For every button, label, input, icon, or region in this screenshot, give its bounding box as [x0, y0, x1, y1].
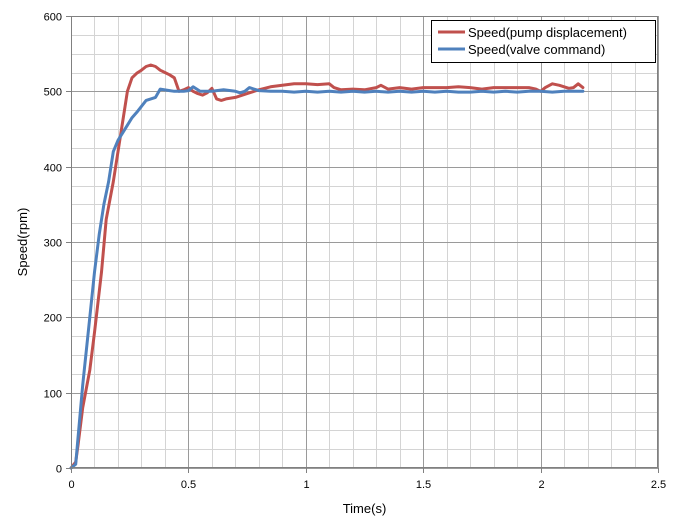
x-tick-label: 0.5	[181, 479, 196, 491]
y-tick-label: 300	[44, 238, 62, 250]
y-tick-label: 500	[44, 87, 62, 99]
x-axis-title: Time(s)	[343, 501, 387, 516]
x-tick-label: 2	[538, 479, 544, 491]
x-tick-label: 0	[68, 479, 74, 491]
plot-area	[69, 16, 659, 470]
x-axis-ticks: 0 0.5 1 1.5 2 2.5	[68, 468, 666, 491]
y-tick-label: 200	[44, 313, 62, 325]
series-line-1	[69, 85, 585, 470]
plot-border	[71, 16, 658, 468]
legend: Speed(pump displacement) Speed(valve com…	[431, 20, 656, 63]
y-tick-label: 600	[44, 12, 62, 24]
legend-label-pump-displacement: Speed(pump displacement)	[468, 25, 627, 40]
y-tick-label: 100	[44, 389, 62, 401]
y-axis-title: Speed(rpm)	[15, 208, 30, 277]
y-tick-label: 0	[56, 464, 62, 476]
y-axis-ticks: 0 100 200 300 400 500 600	[44, 12, 71, 476]
series-layer	[69, 63, 585, 470]
x-tick-label: 1.5	[416, 479, 431, 491]
legend-box	[431, 20, 656, 63]
x-tick-label: 2.5	[651, 479, 666, 491]
x-tick-label: 1	[303, 479, 309, 491]
legend-label-valve-command: Speed(valve command)	[468, 42, 605, 57]
y-tick-label: 400	[44, 163, 62, 175]
